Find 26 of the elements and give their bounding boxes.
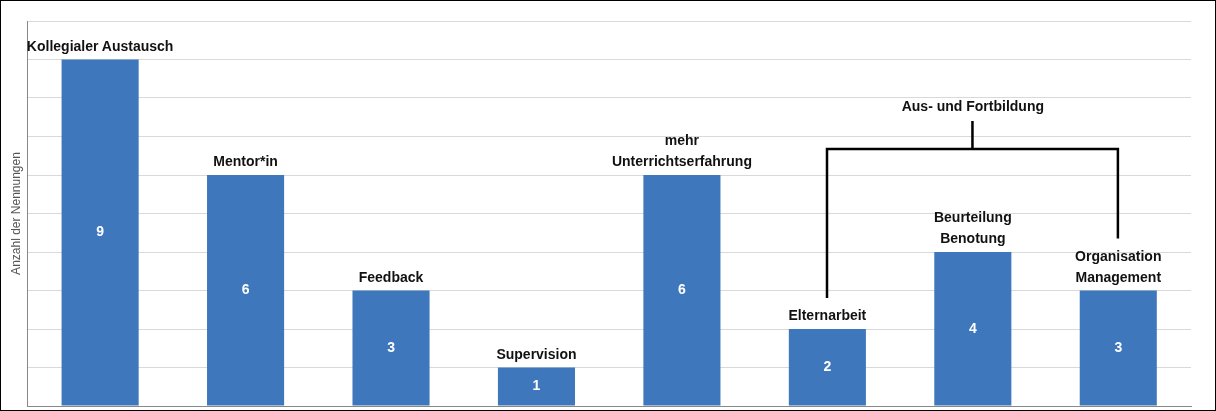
bar	[643, 175, 721, 406]
bar	[497, 367, 576, 406]
data-label: 9	[96, 223, 105, 240]
data-label: 3	[387, 338, 396, 355]
bar	[934, 252, 1012, 406]
x-tick-label: Beurteilung Benotung	[933, 209, 1012, 246]
bar	[207, 175, 285, 406]
bar	[61, 59, 139, 406]
data-label: 1	[532, 377, 541, 394]
data-label: 6	[241, 281, 250, 298]
x-tick-label: Supervision	[496, 345, 577, 362]
data-label: 2	[823, 358, 832, 375]
y-axis-title: Anzahl der Nennungen	[8, 152, 23, 275]
annotation: Aus- und Fortbildung	[901, 97, 1044, 114]
x-tick-label: Elternarbeit	[788, 307, 867, 323]
bar	[788, 329, 866, 406]
bar	[352, 290, 430, 406]
x-tick-label: Organisation Management	[1075, 247, 1162, 285]
x-tick-label: Feedback	[358, 268, 424, 285]
data-label: 3	[1114, 338, 1123, 355]
data-label: 4	[968, 319, 977, 336]
data-label: 6	[678, 281, 687, 298]
x-tick-label: mehr Unterrichtserfahrung	[611, 132, 752, 169]
x-tick-label: Kollegialer Austausch	[26, 37, 174, 54]
x-tick-label: Mentor*in	[213, 153, 278, 169]
bar	[1079, 290, 1157, 406]
